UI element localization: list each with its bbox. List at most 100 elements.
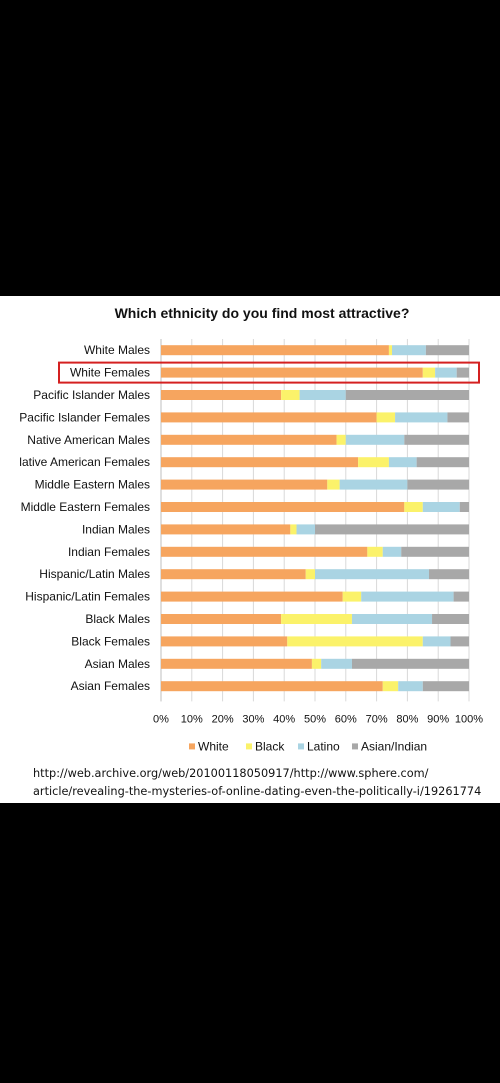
bar-segment-black [327,479,340,490]
bar-segment-latino [422,636,451,647]
chart-title: Which ethnicity do you find most attract… [115,305,410,321]
bar-segment-latino [351,614,433,624]
bar-segment-black [382,681,399,692]
bar-segment-latino [388,457,417,468]
legend-label: Black [255,739,285,753]
bar-segment-latino [398,681,423,692]
x-tick-label: 100% [455,713,483,725]
category-label: Indian Females [68,545,150,559]
bar-segment-white [161,524,291,535]
x-tick-label: 30% [242,713,264,725]
bar-segment-black [388,345,392,356]
category-label: Middle Eastern Males [35,478,150,492]
bar-segment-latino [345,434,405,445]
bar-segment-white [161,412,377,423]
legend-swatch [246,743,252,750]
bar-segment-asian-indian [432,614,469,624]
category-label: Asian Males [85,657,150,671]
category-label: Black Males [85,612,150,626]
bar-segment-white [161,479,328,490]
bar-segment-black [311,658,322,669]
x-tick-label: 80% [396,713,418,725]
bar-segment-asian-indian [416,457,469,468]
bar-segment-white [161,681,383,692]
bar-segment-black [404,502,423,512]
bar-segment-asian-indian [459,502,469,512]
highlight-box [58,361,480,384]
x-tick-label: 70% [366,713,388,725]
bar-segment-white [161,636,288,647]
bar-segment-black [305,569,315,580]
bar-segment-latino [315,569,429,580]
legend-label: White [198,739,229,753]
x-tick-label: 0% [153,713,169,725]
bar-segment-white [161,591,343,602]
x-tick-label: 20% [212,713,234,725]
source-line-2: article/revealing-the-mysteries-of-onlin… [33,785,482,798]
bar-segment-white [161,658,312,669]
bar-segment-asian-indian [315,524,469,535]
source-line-1: http://web.archive.org/web/2010011805091… [33,767,429,780]
bar-segment-asian-indian [453,591,469,602]
bar-segment-black [376,412,396,423]
bar-segment-white [161,434,337,445]
bar-segment-asian-indian [422,681,469,692]
category-label: Pacific Islander Males [33,388,150,402]
bar-segment-black [287,636,423,647]
bar-segment-latino [361,591,454,602]
bar-segment-black [336,434,346,445]
bar-segment-asian-indian [428,569,469,580]
bar-segment-latino [321,658,352,669]
bar-segment-white [161,614,282,624]
bar-segment-latino [422,502,460,512]
legend-label: Asian/Indian [361,739,427,753]
category-label: Native American Males [27,433,150,447]
category-label: White Males [84,343,150,357]
category-label: Hispanic/Latin Males [39,567,150,581]
category-label: Hispanic/Latin Females [25,590,150,604]
bar-segment-white [161,502,405,512]
bar-segment-white [161,367,423,378]
bar-segment-black [281,614,352,624]
x-tick-label: 60% [335,713,357,725]
bar-segment-latino [296,524,315,535]
bar-segment-latino [299,390,346,400]
stacked-bar-chart: Which ethnicity do you find most attract… [19,305,483,753]
bar-segment-white [161,390,282,400]
bar-segment-white [161,569,306,580]
bar-segment-asian-indian [456,367,469,378]
bar-segment-asian-indian [447,412,469,423]
legend-swatch [298,743,304,750]
bar-segment-black [281,390,300,400]
bar-segment-asian-indian [425,345,469,356]
category-label: Indian Males [82,522,150,536]
x-tick-label: 40% [273,713,295,725]
bar-segment-asian-indian [345,390,469,400]
x-tick-label: 50% [304,713,326,725]
x-tick-label: 90% [427,713,449,725]
bar-segment-white [161,345,389,356]
category-label: Black Females [71,634,150,648]
source-citation: http://web.archive.org/web/2010011805091… [33,765,493,801]
bar-segment-latino [395,412,448,423]
bar-segment-white [161,546,368,557]
bar-segment-asian-indian [401,546,469,557]
bar-segment-latino [339,479,408,490]
bar-segment-black [290,524,297,535]
bar-segment-asian-indian [450,636,469,647]
category-label: Middle Eastern Females [21,500,150,514]
bar-segment-black [358,457,389,468]
bar-segment-black [422,367,436,378]
bar-segment-black [367,546,383,557]
bar-segment-latino [392,345,426,356]
bar-segment-asian-indian [351,658,469,669]
x-tick-label: 10% [181,713,203,725]
bar-segment-asian-indian [407,479,469,490]
category-label: Asian Females [71,679,150,693]
legend-swatch [189,743,195,750]
chart-card: Which ethnicity do you find most attract… [0,296,500,803]
bar-segment-white [161,457,359,468]
legend-swatch [352,743,358,750]
legend-label: Latino [307,739,340,753]
category-label: lative American Females [19,455,150,469]
